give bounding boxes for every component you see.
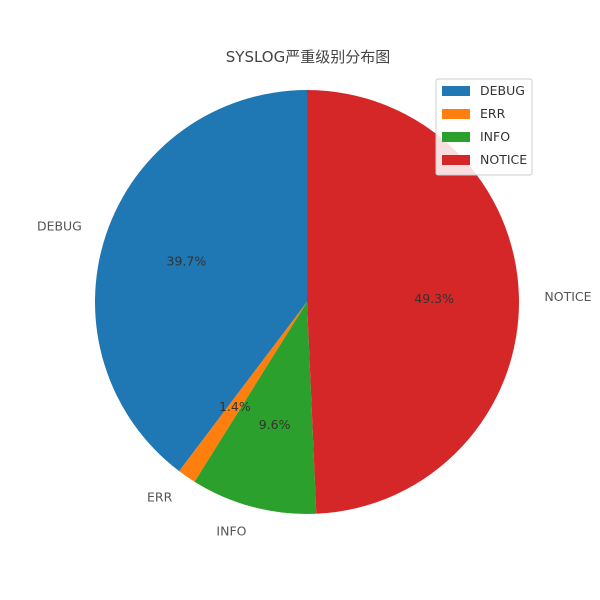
- category-label-debug: DEBUG: [37, 219, 82, 234]
- legend-swatch-debug: [442, 86, 470, 96]
- legend-swatch-err: [442, 109, 470, 119]
- legend-label-debug: DEBUG: [480, 83, 525, 98]
- legend-swatch-notice: [442, 155, 470, 165]
- legend-label-err: ERR: [480, 106, 506, 121]
- legend-item-info: INFO: [442, 129, 510, 144]
- legend-label-info: INFO: [480, 129, 510, 144]
- legend-box: [435, 78, 533, 176]
- category-labels: DEBUG ERR INFO NOTICE: [37, 219, 592, 539]
- percent-labels: 39.7% 1.4% 9.6% 49.3%: [167, 254, 455, 432]
- category-label-notice: NOTICE: [544, 289, 591, 304]
- pie-slice-info: [194, 302, 317, 514]
- legend-swatch-info: [442, 132, 470, 142]
- pie-slice-debug: [94, 90, 307, 472]
- pie-slices: [94, 90, 520, 514]
- legend-item-notice: NOTICE: [442, 152, 527, 167]
- legend-item-err: ERR: [442, 106, 506, 121]
- percent-label-err: 1.4%: [219, 399, 251, 414]
- legend: DEBUG ERR INFO NOTICE: [435, 78, 533, 176]
- percent-label-debug: 39.7%: [167, 254, 207, 269]
- category-label-err: ERR: [147, 490, 173, 505]
- pie-slice-notice: [307, 90, 520, 514]
- legend-label-notice: NOTICE: [480, 152, 527, 167]
- percent-label-info: 9.6%: [259, 417, 291, 432]
- category-label-info: INFO: [216, 524, 246, 539]
- legend-item-debug: DEBUG: [442, 83, 525, 98]
- percent-label-notice: 49.3%: [414, 291, 454, 306]
- chart-title: SYSLOG严重级别分布图: [226, 48, 390, 66]
- pie-slice-err: [179, 302, 307, 482]
